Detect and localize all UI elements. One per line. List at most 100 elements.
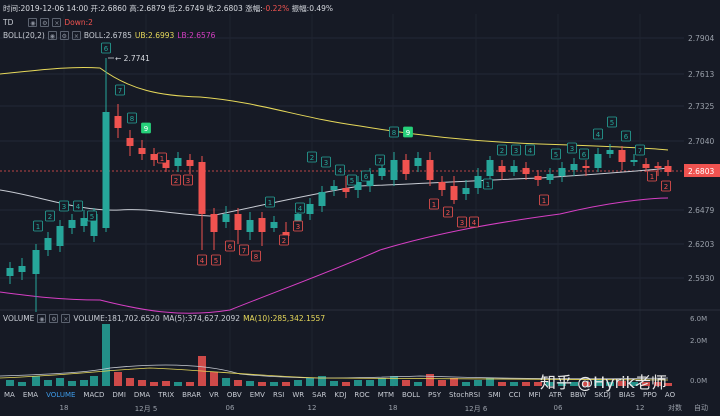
current-price-label: 2.6803 xyxy=(688,167,714,176)
price-axis-label: 2.7040 xyxy=(688,137,714,146)
volume-bar xyxy=(390,376,398,386)
eye-icon[interactable]: ◉ xyxy=(37,314,47,323)
ohlc-info-bar: 时间:2019-12-06 14:00 开:2.6860 高:2.6879 低:… xyxy=(3,4,334,13)
eye-icon[interactable]: ◉ xyxy=(28,18,38,27)
td-count-badge xyxy=(307,151,317,163)
volume-bar xyxy=(44,380,52,386)
td-count-badge xyxy=(157,152,167,164)
time-label: 18 xyxy=(388,404,398,412)
volume-bar xyxy=(306,378,314,386)
tab-ppo[interactable]: PPO xyxy=(642,391,657,399)
candle-body xyxy=(234,214,242,230)
candle-body xyxy=(558,168,566,176)
td-count-badge xyxy=(375,154,385,166)
volume-bar xyxy=(450,378,458,386)
tab-mtm[interactable]: MTM xyxy=(377,391,395,399)
close-icon[interactable]: × xyxy=(61,314,71,323)
time-label: 12 xyxy=(635,404,645,412)
tab-macd[interactable]: MACD xyxy=(83,391,105,399)
volume-axis-label: 6.0M xyxy=(690,315,707,323)
price-axis-label: 2.6203 xyxy=(688,240,714,249)
tab-ema[interactable]: EMA xyxy=(22,391,39,399)
volume-bar xyxy=(258,382,266,386)
td-count-badge xyxy=(171,174,181,186)
td-count-badge xyxy=(567,142,577,154)
candle-body xyxy=(390,160,398,180)
tab-smi[interactable]: SMI xyxy=(488,391,501,399)
volume-bar xyxy=(222,378,230,386)
volume-bar xyxy=(270,382,278,386)
volume-bar xyxy=(618,381,626,386)
td-count-label: 7 xyxy=(638,147,642,155)
volume-bar xyxy=(354,380,362,386)
volume-bar xyxy=(474,380,482,386)
boll-indicator-row: BOLL(20,2) ◉ ⚙ × BOLL:2.6785 UB:2.6993 L… xyxy=(3,29,215,42)
settings-icon[interactable]: ⚙ xyxy=(59,31,69,40)
tab-rsi[interactable]: RSI xyxy=(272,391,285,399)
tab-brar[interactable]: BRAR xyxy=(182,391,202,399)
candle-body xyxy=(654,166,662,168)
volume-bar xyxy=(664,383,672,386)
td-count-label: 3 xyxy=(514,147,518,155)
auto-scale-button[interactable]: 自动 xyxy=(694,404,708,412)
tab-atr[interactable]: ATR xyxy=(548,391,563,399)
volume-bar xyxy=(570,382,578,386)
peak-label: ← 2.7741 xyxy=(115,54,150,63)
volume-bar xyxy=(282,382,290,386)
tab-mfi[interactable]: MFI xyxy=(528,391,541,399)
current-price-badge xyxy=(684,164,720,177)
eye-icon[interactable]: ◉ xyxy=(47,31,57,40)
td-count-badge xyxy=(347,174,357,186)
tab-roc[interactable]: ROC xyxy=(354,391,370,399)
tab-dma[interactable]: DMA xyxy=(133,391,151,399)
tab-boll[interactable]: BOLL xyxy=(402,391,421,399)
volume-bar xyxy=(102,324,110,386)
settings-icon[interactable]: ⚙ xyxy=(49,314,59,323)
close-icon[interactable]: × xyxy=(71,31,81,40)
td-count-badge xyxy=(87,210,97,222)
td-count-badge xyxy=(265,196,275,208)
candle-body xyxy=(414,158,422,166)
candle-body xyxy=(630,160,638,162)
price-axis-label: 2.7904 xyxy=(688,34,714,43)
tab-vr[interactable]: VR xyxy=(209,391,219,399)
tab-ao[interactable]: AO xyxy=(664,391,676,399)
td-count-label: 7 xyxy=(118,87,122,95)
volume-bar xyxy=(462,382,470,386)
volume-bar xyxy=(438,380,446,386)
tab-stochrsi[interactable]: StochRSI xyxy=(449,391,481,399)
tab-bbw[interactable]: BBW xyxy=(570,391,587,399)
log-scale-button[interactable]: 对数 xyxy=(668,404,682,412)
tab-trix[interactable]: TRIX xyxy=(158,391,175,399)
tab-obv[interactable]: OBV xyxy=(226,391,242,399)
tab-skdj[interactable]: SKDJ xyxy=(594,391,611,399)
volume-ma5-value: MA(5):374,627.2092 xyxy=(162,314,241,323)
candle-body xyxy=(318,192,326,206)
tab-bias[interactable]: BIAS xyxy=(618,391,635,399)
candle-body xyxy=(6,268,14,276)
candle-body xyxy=(162,160,170,168)
tab-psy[interactable]: PSY xyxy=(428,391,441,399)
td-count-label: 6 xyxy=(624,133,629,141)
tab-kdj[interactable]: KDJ xyxy=(334,391,347,399)
tab-wr[interactable]: WR xyxy=(292,391,305,399)
close-icon[interactable]: × xyxy=(52,18,62,27)
settings-icon[interactable]: ⚙ xyxy=(40,18,50,27)
tab-cci[interactable]: CCI xyxy=(508,391,521,399)
td-count-badge xyxy=(335,164,345,176)
tab-volume[interactable]: VOLUME xyxy=(46,391,76,399)
time-label: 06 xyxy=(225,404,235,412)
td-count-label: 4 xyxy=(338,167,343,175)
td-count-label: 2 xyxy=(664,183,668,191)
candle-body xyxy=(330,186,338,190)
td-count-label: 2 xyxy=(48,213,52,221)
candle-body xyxy=(246,220,254,232)
tab-ma[interactable]: MA xyxy=(4,391,15,399)
tab-dmi[interactable]: DMI xyxy=(112,391,126,399)
tab-sar[interactable]: SAR xyxy=(312,391,327,399)
td-count-label: 8 xyxy=(392,129,396,137)
candle-body xyxy=(258,218,266,232)
volume-bar xyxy=(594,380,602,386)
tab-emv[interactable]: EMV xyxy=(249,391,265,399)
